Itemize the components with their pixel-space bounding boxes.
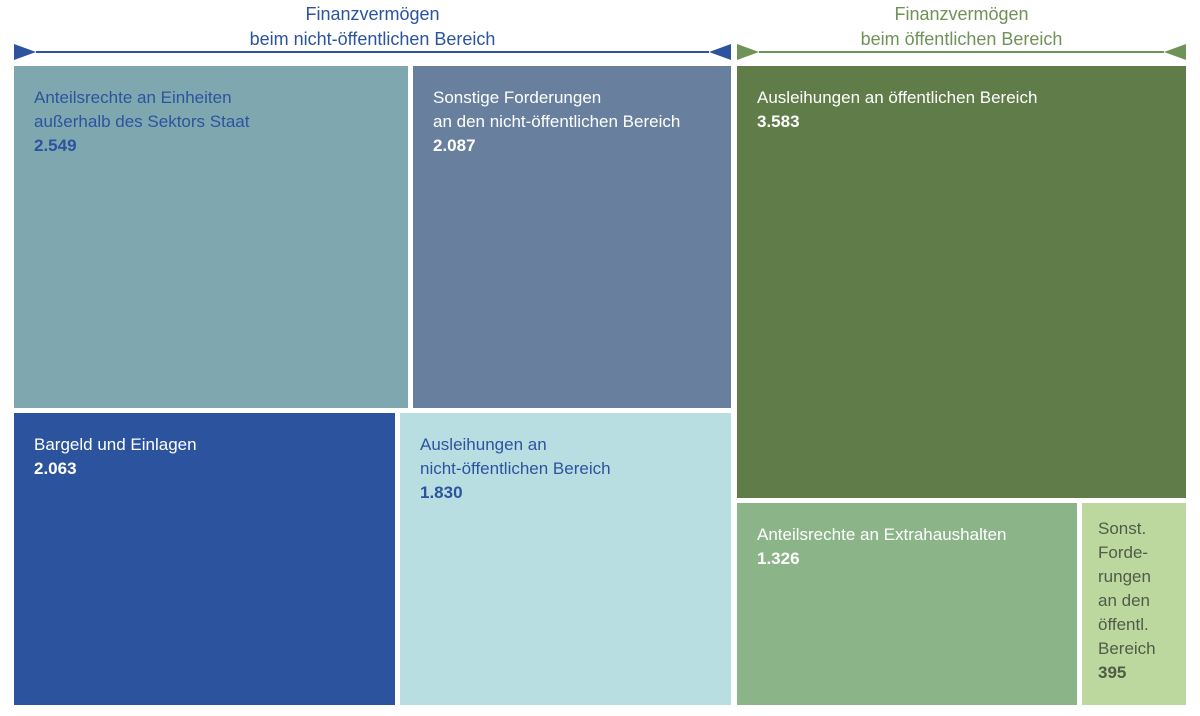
tile-ausleihungen-nicht-oeffentlich: Ausleihungen an nicht-öffentlichen Berei… (400, 413, 731, 705)
tile-bargeld-und-einlagen: Bargeld und Einlagen 2.063 (14, 413, 395, 705)
tile-value: 2.087 (433, 136, 476, 155)
tile-label: Ausleihungen an öffentlichen Bereich (757, 88, 1038, 107)
arrowhead-left-icon (1164, 44, 1186, 60)
tile-anteilsrechte-extrahaushalte: Anteilsrechte an Extrahaushalten 1.326 (737, 503, 1077, 705)
tile-label: Anteilsrechte an Extrahaushalten (757, 525, 1007, 544)
tile-value: 395 (1098, 663, 1127, 682)
tile-label: Sonstige Forderungen an den nicht-öffent… (433, 88, 681, 131)
group-header-public: Finanzvermögen beim öffentlichen Bereich (860, 4, 1063, 49)
arrow-line (36, 51, 709, 53)
tile-label: Bargeld und Einlagen (34, 435, 197, 454)
tile-value: 3.583 (757, 112, 800, 131)
tile-label: Sonst. Forde- rungen an den öffentl. Ber… (1098, 519, 1156, 658)
arrow-line (759, 51, 1164, 53)
tile-value: 1.830 (420, 483, 463, 502)
tile-sonstige-forderungen-nicht-oeffentlich: Sonstige Forderungen an den nicht-öffent… (413, 66, 731, 408)
tile-anteilsrechte-einheiten: Anteilsrechte an Einheiten außerhalb des… (14, 66, 408, 408)
arrowhead-right-icon (14, 44, 36, 60)
tile-value: 1.326 (757, 549, 800, 568)
group-header-nonpublic: Finanzvermögen beim nicht-öffentlichen B… (249, 4, 496, 49)
tile-label: Ausleihungen an nicht-öffentlichen Berei… (420, 435, 611, 478)
tile-label: Anteilsrechte an Einheiten außerhalb des… (34, 88, 250, 131)
arrowhead-left-icon (709, 44, 731, 60)
tile-sonst-forderungen-oeffentlich: Sonst. Forde- rungen an den öffentl. Ber… (1082, 503, 1186, 705)
tile-value: 2.063 (34, 459, 77, 478)
span-arrow-nonpublic (14, 44, 731, 60)
tile-ausleihungen-oeffentlich: Ausleihungen an öffentlichen Bereich 3.5… (737, 66, 1186, 498)
tile-value: 2.549 (34, 136, 77, 155)
arrowhead-right-icon (737, 44, 759, 60)
span-arrow-public (737, 44, 1186, 60)
